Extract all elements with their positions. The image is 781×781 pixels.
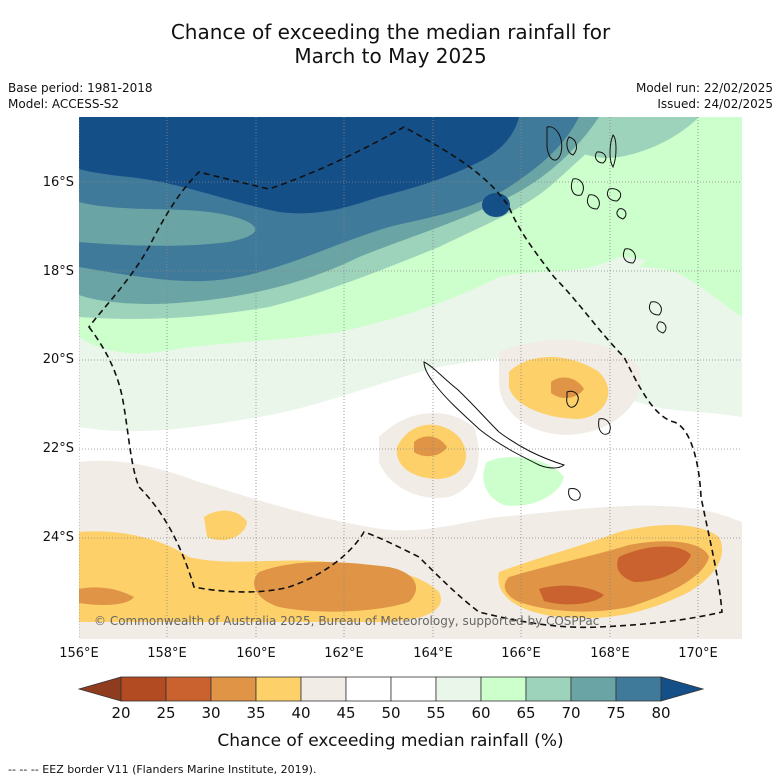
region-25-30-se [617, 546, 691, 582]
colorbar-over-arrow [660, 676, 705, 702]
new-caledonia-coastline [423, 361, 566, 469]
lon-label-160e: 160°E [236, 646, 276, 661]
base-period: Base period: 1981-2018 [8, 81, 153, 95]
colorbar-segment [615, 676, 662, 702]
colorbar-tick-label: 35 [246, 704, 266, 722]
rainfall-map [79, 117, 742, 639]
lon-label-162e: 162°E [324, 646, 364, 661]
region-25-30-south [539, 585, 604, 605]
region-60-65-east [639, 230, 742, 297]
region-80-plus-east [482, 193, 510, 217]
colorbar-segments [78, 676, 705, 702]
base-info: Base period: 1981-2018 Model: ACCESS-S2 [8, 80, 153, 112]
colorbar-segment [525, 676, 572, 702]
issued-date: Issued: 24/02/2025 [657, 97, 773, 111]
colorbar-segment [390, 676, 437, 702]
colorbar-tick-label: 65 [516, 704, 536, 722]
colorbar-segment [300, 676, 347, 702]
colorbar-segment [435, 676, 482, 702]
lon-label-166e: 166°E [501, 646, 541, 661]
colorbar-tick-label: 25 [156, 704, 176, 722]
lat-label-24s: 24°S [42, 530, 74, 545]
lat-label-20s: 20°S [42, 352, 74, 367]
region-35-40-west [204, 510, 247, 541]
copyright-notice: © Commonwealth of Australia 2025, Bureau… [94, 614, 600, 628]
lat-label-16s: 16°S [42, 175, 74, 190]
vanuatu-islands [546, 126, 667, 334]
map-title: Chance of exceeding the median rainfall … [0, 20, 781, 68]
colorbar-segment [570, 676, 617, 702]
region-30-35-center [414, 436, 447, 457]
lon-label-170e: 170°E [678, 646, 718, 661]
lon-label-156e: 156°E [59, 646, 99, 661]
colorbar-tick-label: 20 [111, 704, 131, 722]
region-70-75-inner [79, 202, 256, 246]
colorbar-segment [480, 676, 527, 702]
eez-border [87, 126, 723, 629]
colorbar-segment [255, 676, 302, 702]
lat-label-18s: 18°S [42, 264, 74, 279]
eez-footnote: -- -- -- EEZ border V11 (Flanders Marine… [8, 763, 317, 776]
colorbar [78, 676, 705, 702]
colorbar-segment [345, 676, 392, 702]
model-name: Model: ACCESS-S2 [8, 97, 120, 111]
region-60-65-south [483, 457, 564, 506]
colorbar-tick-label: 80 [651, 704, 671, 722]
isle-of-pines [568, 488, 581, 501]
model-run: Model run: 22/02/2025 [635, 81, 773, 95]
map-svg [79, 117, 742, 639]
region-30-35-sw [79, 587, 134, 605]
loyalty-islands [566, 390, 611, 435]
colorbar-tick-label: 40 [291, 704, 311, 722]
colorbar-tick-label: 60 [471, 704, 491, 722]
colorbar-segment [120, 676, 167, 702]
colorbar-tick-label: 75 [606, 704, 626, 722]
colorbar-label: Chance of exceeding median rainfall (%) [217, 731, 564, 751]
colorbar-segment [210, 676, 257, 702]
colorbar-segment [165, 676, 212, 702]
lon-label-158e: 158°E [147, 646, 187, 661]
colorbar-tick-label: 50 [381, 704, 401, 722]
lat-label-22s: 22°S [42, 441, 74, 456]
graticule [79, 117, 742, 639]
region-80-plus [79, 117, 519, 214]
colorbar-tick-label: 30 [201, 704, 221, 722]
run-info: Model run: 22/02/2025 Issued: 24/02/2025 [636, 80, 773, 112]
lon-label-168e: 168°E [590, 646, 630, 661]
colorbar-tick-label: 45 [336, 704, 356, 722]
title-line-2: March to May 2025 [294, 44, 487, 68]
colorbar-under-arrow [78, 676, 122, 702]
lon-label-164e: 164°E [413, 646, 453, 661]
title-line-1: Chance of exceeding the median rainfall … [170, 20, 611, 44]
colorbar-tick-label: 70 [561, 704, 581, 722]
region-30-35-south [254, 562, 417, 612]
colorbar-tick-label: 55 [426, 704, 446, 722]
